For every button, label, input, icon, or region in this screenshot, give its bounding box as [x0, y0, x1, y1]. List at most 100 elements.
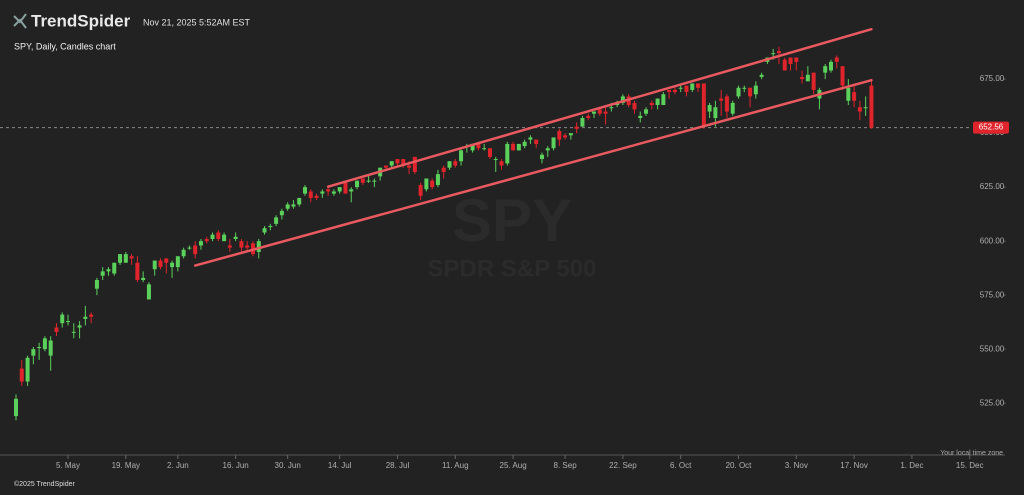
- candle-body: [811, 72, 816, 90]
- candle-body: [823, 66, 828, 73]
- candle-body: [638, 115, 643, 119]
- candle-body: [852, 92, 857, 101]
- candle-body: [649, 102, 654, 106]
- candle-body: [603, 111, 608, 114]
- candle-body: [123, 254, 128, 263]
- candle-body: [256, 241, 261, 252]
- candle-body: [736, 87, 741, 97]
- candle-body: [170, 262, 175, 268]
- candle-body: [135, 262, 140, 281]
- x-tick-label: 1. Dec: [900, 461, 923, 470]
- candle-body: [597, 109, 602, 114]
- candle-body: [696, 83, 701, 88]
- candle-body: [285, 204, 290, 209]
- candle-body: [476, 143, 481, 149]
- candle-body: [828, 61, 833, 71]
- candle-body: [60, 314, 65, 324]
- candle-body: [539, 154, 544, 160]
- candle-body: [487, 148, 492, 157]
- x-tick-label: 28. Jul: [386, 461, 410, 470]
- candle-body: [759, 74, 764, 77]
- candle-body: [308, 191, 313, 198]
- candle-body: [395, 159, 400, 164]
- x-tick-label: 25. Aug: [500, 461, 527, 470]
- candle-body: [748, 87, 753, 97]
- candle-body: [545, 148, 550, 151]
- candle-body: [557, 130, 562, 140]
- candle-body: [303, 187, 307, 194]
- candle-body: [713, 107, 718, 119]
- candle-body: [534, 139, 539, 144]
- candle-body: [89, 314, 94, 317]
- trend-line: [326, 27, 873, 188]
- candle-body: [210, 234, 215, 239]
- candle-body: [568, 133, 573, 136]
- candle-body: [753, 85, 758, 95]
- candle-body: [349, 189, 354, 192]
- candle-body: [245, 245, 250, 248]
- candle-body: [672, 89, 677, 93]
- candle-body: [83, 316, 88, 319]
- candle-body: [389, 161, 394, 166]
- logo-icon: [13, 13, 27, 29]
- brand: TrendSpider: [31, 11, 131, 30]
- candle-body: [360, 178, 365, 183]
- candle-body: [724, 96, 729, 112]
- candle-body: [222, 234, 227, 242]
- candle-body: [262, 228, 267, 233]
- candle-body: [701, 83, 706, 127]
- candle-body: [644, 109, 649, 114]
- candle-body: [435, 174, 440, 185]
- trend-line: [193, 78, 873, 267]
- candle-body: [661, 94, 666, 106]
- candle-body: [805, 74, 810, 82]
- candle-body: [331, 191, 336, 194]
- candle-body: [424, 178, 429, 190]
- candle-body: [580, 118, 585, 127]
- candle-body: [834, 57, 839, 62]
- candle-body: [771, 53, 776, 55]
- candle-body: [54, 327, 59, 332]
- x-tick-label: 14. Jul: [328, 461, 352, 470]
- x-tick-label: 17. Nov: [840, 461, 868, 470]
- candle-body: [511, 143, 516, 151]
- candle-body: [320, 191, 325, 194]
- y-tick-label: 525.00: [980, 398, 1005, 407]
- candle-body: [129, 256, 134, 259]
- candle-body: [869, 85, 874, 128]
- x-tick-label: 8. Sep: [554, 461, 578, 470]
- candle-body: [19, 368, 24, 382]
- candle-body: [609, 107, 614, 109]
- candle-body: [563, 135, 568, 138]
- x-tick-label: 3. Nov: [785, 461, 808, 470]
- candle-body: [678, 87, 683, 89]
- chart-label: SPY, Daily, Candles chart: [14, 41, 116, 51]
- candle-body: [204, 238, 209, 242]
- candle-body: [48, 340, 53, 356]
- candle-body: [730, 102, 735, 114]
- candle-body: [667, 89, 672, 93]
- candle-body: [482, 148, 487, 150]
- candle-body: [181, 249, 186, 257]
- candle-body: [574, 126, 579, 129]
- candle-body: [158, 260, 163, 268]
- x-tick-label: 5. May: [56, 461, 80, 470]
- x-tick-label: 20. Oct: [726, 461, 753, 470]
- candle-body: [742, 87, 747, 89]
- candle-body: [274, 217, 279, 224]
- candle-body: [112, 262, 117, 274]
- candle-body: [239, 241, 244, 248]
- candle-body: [268, 226, 273, 228]
- candle-body: [146, 284, 151, 300]
- candle-body: [800, 76, 805, 80]
- candle-body: [187, 247, 192, 249]
- candle-body: [863, 107, 868, 109]
- candle-body: [684, 85, 689, 93]
- candle-body: [459, 150, 464, 162]
- x-tick-label: 30. Jun: [275, 461, 301, 470]
- candle-body: [551, 137, 556, 149]
- candle-body: [522, 141, 527, 147]
- x-tick-label: 6. Oct: [670, 461, 692, 470]
